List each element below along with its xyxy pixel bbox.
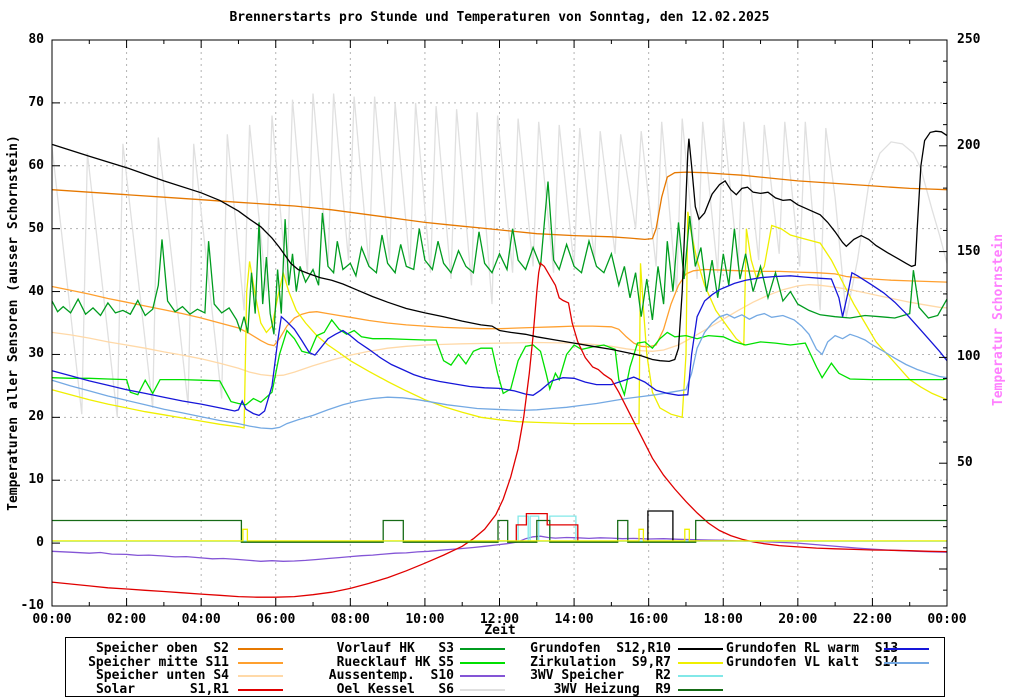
legend-entry-label: Speicher mitte S11 bbox=[88, 654, 229, 670]
legend-entry-label: Vorlauf HK S3 bbox=[336, 641, 454, 656]
x-tick-label: 18:00 bbox=[703, 612, 743, 627]
legend-box: Speicher oben S2 Speicher mitte S11 Speich… bbox=[65, 637, 945, 697]
series-line-S10 bbox=[51, 535, 948, 562]
legend-swatch bbox=[238, 661, 283, 664]
series-line-S9 bbox=[51, 211, 948, 429]
y-left-tick-label: 40 bbox=[28, 283, 44, 299]
series-line-S13 bbox=[51, 271, 948, 417]
legend-swatch bbox=[460, 648, 505, 650]
x-tick-label: 14:00 bbox=[554, 612, 594, 627]
series-line-S6 bbox=[51, 93, 948, 418]
legend-swatch bbox=[678, 648, 723, 650]
y-left-tick-label: -10 bbox=[20, 598, 44, 613]
legend-entry-label: 3WV Heizung R9 bbox=[553, 681, 671, 697]
legend-swatch bbox=[238, 688, 283, 691]
y-right-tick-label: 50 bbox=[957, 455, 973, 471]
legend-swatch bbox=[460, 688, 505, 691]
x-tick-label: 00:00 bbox=[32, 612, 72, 627]
y-left-axis-label: Temperaturen aller Sensoren (ausser Scho… bbox=[6, 135, 21, 511]
y-left-tick-label: 0 bbox=[36, 535, 44, 551]
legend-entry-label: Grundofen RL warm S13 bbox=[726, 641, 899, 656]
y-left-tick-label: 60 bbox=[28, 157, 44, 173]
legend-entry-label: Solar S1,R1 bbox=[95, 681, 229, 697]
series-line-R2 bbox=[52, 515, 947, 542]
series-line-S4 bbox=[51, 283, 948, 377]
y-right-tick-label: 100 bbox=[957, 349, 981, 365]
legend-swatch bbox=[678, 688, 723, 691]
x-tick-label: 04:00 bbox=[181, 612, 221, 627]
x-tick-label: 08:00 bbox=[330, 612, 370, 627]
legend-entry-label: Zirkulation S9,R7 bbox=[530, 654, 671, 670]
y-left-tick-label: 30 bbox=[28, 346, 44, 362]
x-tick-label: 10:00 bbox=[405, 612, 445, 627]
series-line-R10 bbox=[647, 510, 674, 542]
y-right-tick-label: 150 bbox=[957, 243, 981, 259]
y-left-tick-label: 10 bbox=[28, 472, 44, 488]
legend-swatch bbox=[884, 648, 929, 650]
legend-swatch bbox=[460, 661, 505, 664]
y-right-tick-label: 200 bbox=[957, 137, 981, 153]
series-line-S1 bbox=[51, 262, 948, 598]
y-left-tick-label: 50 bbox=[28, 220, 44, 236]
legend-entry-label: Oel Kessel S6 bbox=[336, 681, 454, 697]
series-line-S14 bbox=[51, 312, 948, 430]
x-tick-label: 00:00 bbox=[927, 612, 967, 627]
legend-entry-label: Aussentemp. S10 bbox=[328, 668, 454, 683]
legend-entry-label: Speicher oben S2 bbox=[95, 641, 229, 656]
legend-entry-label: Speicher unten S4 bbox=[95, 668, 229, 683]
y-left-tick-label: 80 bbox=[28, 32, 44, 47]
legend-swatch bbox=[460, 675, 505, 677]
legend-swatch bbox=[238, 648, 283, 650]
series-line-S11 bbox=[51, 268, 948, 348]
x-axis-label: Zeit bbox=[484, 623, 516, 638]
series-line-S2 bbox=[51, 171, 948, 241]
chart-title: Brennerstarts pro Stunde und Temperature… bbox=[229, 10, 770, 25]
legend-swatch bbox=[238, 675, 283, 677]
y-left-tick-label: 20 bbox=[28, 409, 44, 425]
x-tick-label: 02:00 bbox=[107, 612, 147, 627]
series-line-S12 bbox=[51, 130, 948, 363]
x-tick-label: 16:00 bbox=[629, 612, 669, 627]
x-tick-label: 20:00 bbox=[778, 612, 818, 627]
series-line-S3 bbox=[51, 181, 948, 335]
legend-entry-label: Ruecklauf HK S5 bbox=[336, 654, 454, 670]
legend-entry-label: 3WV Speicher R2 bbox=[530, 668, 671, 683]
x-tick-label: 22:00 bbox=[852, 612, 892, 627]
x-tick-label: 06:00 bbox=[256, 612, 296, 627]
legend-swatch bbox=[678, 675, 723, 677]
series-line-S5 bbox=[51, 318, 948, 406]
series-line-R1 bbox=[515, 512, 579, 541]
legend-swatch bbox=[678, 661, 723, 664]
legend-swatch bbox=[884, 661, 929, 664]
legend-entry-label: Grundofen S12,R10 bbox=[530, 641, 671, 656]
y-right-axis-label: Temperatur Schornstein bbox=[991, 233, 1006, 407]
y-right-tick-label: 250 bbox=[957, 32, 981, 47]
y-left-tick-label: 70 bbox=[28, 94, 44, 110]
x-tick-label: 12:00 bbox=[479, 612, 520, 627]
series-line-R9 bbox=[52, 519, 947, 543]
legend-entry-label: Grundofen VL kalt S14 bbox=[726, 654, 899, 670]
series-line-R7 bbox=[52, 528, 947, 542]
